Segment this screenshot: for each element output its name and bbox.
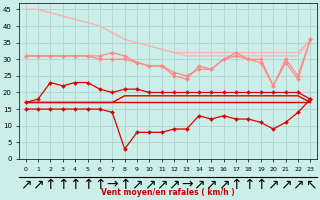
X-axis label: Vent moyen/en rafales ( km/h ): Vent moyen/en rafales ( km/h ) <box>101 188 235 197</box>
